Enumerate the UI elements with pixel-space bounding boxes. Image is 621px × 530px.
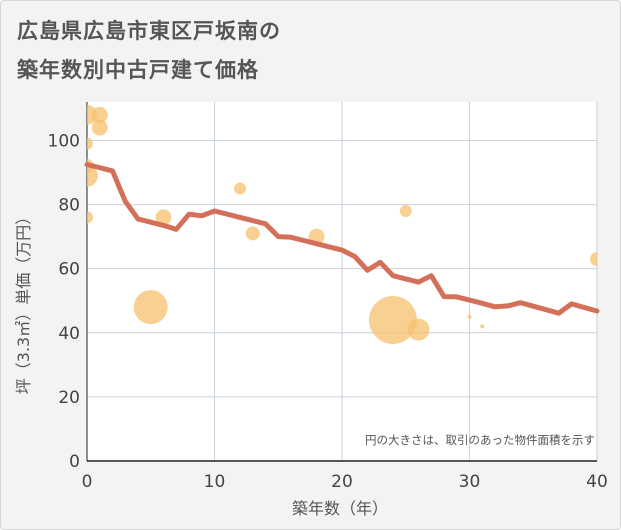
chart-title-line1: 広島県広島市東区戸坂南の xyxy=(17,19,281,43)
bubble-point xyxy=(87,137,93,150)
y-tick-label: 80 xyxy=(58,196,80,216)
bubble-point xyxy=(87,164,98,187)
x-tick-label: 30 xyxy=(459,472,481,492)
x-tick-label: 40 xyxy=(586,472,608,492)
bubble-point xyxy=(467,314,472,319)
bubble-point xyxy=(91,119,108,136)
chart-title-line2: 築年数別中古戸建て価格 xyxy=(17,58,259,82)
y-tick-label: 20 xyxy=(58,388,80,408)
y-tick-label: 0 xyxy=(69,452,80,472)
y-tick-label: 40 xyxy=(58,324,80,344)
bubble-point xyxy=(155,209,172,226)
y-axis-title: 坪（3.3㎡）単価（万円） xyxy=(14,209,33,394)
y-tick-label: 60 xyxy=(58,260,80,280)
x-tick-label: 10 xyxy=(204,472,226,492)
bubble-point xyxy=(480,324,485,329)
average-price-line xyxy=(84,162,600,316)
bubble-group xyxy=(87,104,597,344)
y-tick-label: 100 xyxy=(48,131,80,151)
bubble-point xyxy=(399,204,412,217)
x-axis-title: 築年数（年） xyxy=(292,499,388,518)
bubble-point xyxy=(133,290,168,325)
bubble-size-note: 円の大きさは、取引のあった物件面積を示す xyxy=(365,433,595,447)
bubble-point xyxy=(87,211,93,224)
bubble-point xyxy=(245,226,260,241)
x-tick-label: 0 xyxy=(82,472,93,492)
x-tick-label: 20 xyxy=(331,472,353,492)
bubble-point xyxy=(234,182,246,195)
bubble-point xyxy=(590,252,597,267)
bubble-point xyxy=(407,318,430,341)
bubble-point xyxy=(369,295,417,344)
bubble-point xyxy=(91,106,108,123)
